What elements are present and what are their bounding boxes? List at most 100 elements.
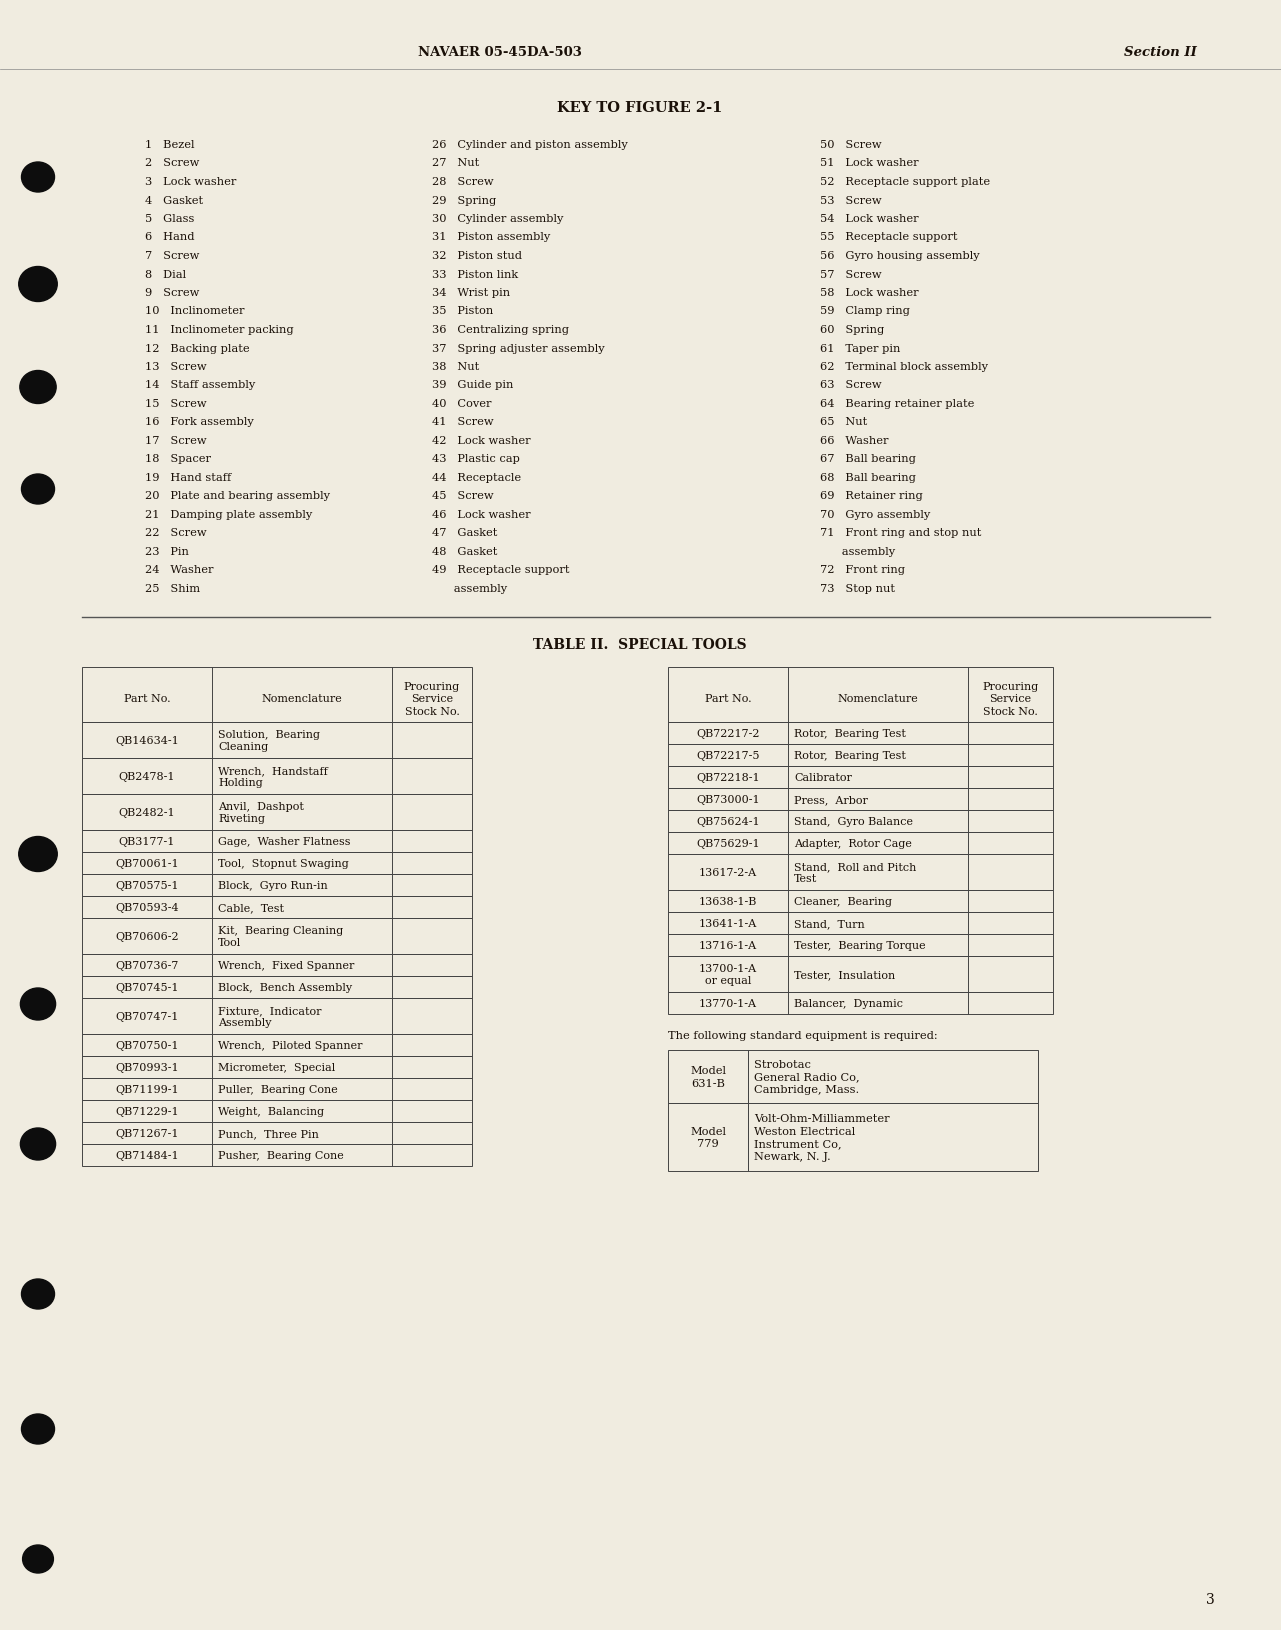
Bar <box>82 1123 471 1144</box>
Bar <box>82 1035 471 1056</box>
Text: 69   Retainer ring: 69 Retainer ring <box>820 491 922 500</box>
Bar <box>82 758 471 794</box>
Text: 13770-1-A: 13770-1-A <box>699 999 757 1009</box>
Text: 19   Hand staff: 19 Hand staff <box>145 473 232 482</box>
Text: 73   Stop nut: 73 Stop nut <box>820 584 895 593</box>
Text: 8   Dial: 8 Dial <box>145 269 186 279</box>
Text: QB3177-1: QB3177-1 <box>119 836 175 846</box>
Text: 30   Cylinder assembly: 30 Cylinder assembly <box>432 214 564 223</box>
Bar <box>82 831 471 852</box>
Ellipse shape <box>22 474 55 505</box>
Text: 13716-1-A: 13716-1-A <box>699 941 757 950</box>
Text: QB70606-2: QB70606-2 <box>115 931 179 942</box>
Bar <box>667 668 1053 722</box>
Text: 28   Screw: 28 Screw <box>432 178 493 187</box>
Text: QB2482-1: QB2482-1 <box>119 807 175 818</box>
Text: 23   Pin: 23 Pin <box>145 546 188 557</box>
Bar <box>82 1100 471 1123</box>
Text: Wrench,  Piloted Spanner: Wrench, Piloted Spanner <box>218 1040 363 1050</box>
Text: 33   Piston link: 33 Piston link <box>432 269 518 279</box>
Text: Nomenclature: Nomenclature <box>838 694 918 704</box>
Text: 68   Ball bearing: 68 Ball bearing <box>820 473 916 482</box>
Text: Rotor,  Bearing Test: Rotor, Bearing Test <box>794 729 906 738</box>
Ellipse shape <box>19 267 58 302</box>
Bar <box>667 934 1053 957</box>
Text: 58   Lock washer: 58 Lock washer <box>820 289 918 298</box>
Text: Adapter,  Rotor Cage: Adapter, Rotor Cage <box>794 838 912 849</box>
Text: Part No.: Part No. <box>705 694 752 704</box>
Text: Stand,  Turn: Stand, Turn <box>794 918 865 929</box>
Text: QB70750-1: QB70750-1 <box>115 1040 179 1050</box>
Text: assembly: assembly <box>432 584 507 593</box>
Text: Block,  Bench Assembly: Block, Bench Assembly <box>218 983 352 993</box>
Text: 37   Spring adjuster assembly: 37 Spring adjuster assembly <box>432 344 605 354</box>
Text: QB70736-7: QB70736-7 <box>115 960 178 970</box>
Text: QB70061-1: QB70061-1 <box>115 859 179 869</box>
Text: Balancer,  Dynamic: Balancer, Dynamic <box>794 999 903 1009</box>
Text: QB71229-1: QB71229-1 <box>115 1107 179 1117</box>
Text: Calibrator: Calibrator <box>794 773 852 782</box>
Text: 13638-1-B: 13638-1-B <box>699 897 757 906</box>
Text: 16   Fork assembly: 16 Fork assembly <box>145 417 254 427</box>
Text: 13700-1-A
or equal: 13700-1-A or equal <box>699 963 757 986</box>
Text: 60   Spring: 60 Spring <box>820 324 884 334</box>
Text: 20   Plate and bearing assembly: 20 Plate and bearing assembly <box>145 491 330 500</box>
Text: 9   Screw: 9 Screw <box>145 289 200 298</box>
Text: Procuring
Service
Stock No.: Procuring Service Stock No. <box>983 681 1039 717</box>
Text: 56   Gyro housing assembly: 56 Gyro housing assembly <box>820 251 980 261</box>
Text: 29   Spring: 29 Spring <box>432 196 496 205</box>
Bar <box>82 722 471 758</box>
Bar <box>82 918 471 955</box>
Text: 1   Bezel: 1 Bezel <box>145 140 195 150</box>
Text: 46   Lock washer: 46 Lock washer <box>432 510 530 520</box>
Text: 57   Screw: 57 Screw <box>820 269 881 279</box>
Text: 34   Wrist pin: 34 Wrist pin <box>432 289 510 298</box>
Text: Strobotac
General Radio Co,
Cambridge, Mass.: Strobotac General Radio Co, Cambridge, M… <box>755 1060 860 1094</box>
Text: QB75624-1: QB75624-1 <box>696 817 760 826</box>
Text: 61   Taper pin: 61 Taper pin <box>820 344 901 354</box>
Text: 4   Gasket: 4 Gasket <box>145 196 204 205</box>
Bar <box>82 999 471 1035</box>
Text: 26   Cylinder and piston assembly: 26 Cylinder and piston assembly <box>432 140 628 150</box>
Text: 51   Lock washer: 51 Lock washer <box>820 158 918 168</box>
Text: 7   Screw: 7 Screw <box>145 251 200 261</box>
Text: 18   Spacer: 18 Spacer <box>145 455 211 465</box>
Text: KEY TO FIGURE 2-1: KEY TO FIGURE 2-1 <box>557 101 722 116</box>
Ellipse shape <box>20 988 55 1020</box>
Text: Tool,  Stopnut Swaging: Tool, Stopnut Swaging <box>218 859 348 869</box>
Text: Nomenclature: Nomenclature <box>261 694 342 704</box>
Text: 39   Guide pin: 39 Guide pin <box>432 380 514 390</box>
Text: Fixture,  Indicator
Assembly: Fixture, Indicator Assembly <box>218 1006 322 1027</box>
Text: QB71267-1: QB71267-1 <box>115 1128 179 1138</box>
Text: Block,  Gyro Run-in: Block, Gyro Run-in <box>218 880 328 890</box>
Text: 25   Shim: 25 Shim <box>145 584 200 593</box>
Text: 64   Bearing retainer plate: 64 Bearing retainer plate <box>820 399 975 409</box>
Text: 55   Receptacle support: 55 Receptacle support <box>820 233 957 243</box>
Ellipse shape <box>22 1415 55 1444</box>
Text: Micrometer,  Special: Micrometer, Special <box>218 1063 336 1073</box>
Text: 6   Hand: 6 Hand <box>145 233 195 243</box>
Text: Gage,  Washer Flatness: Gage, Washer Flatness <box>218 836 351 846</box>
Bar <box>82 668 471 722</box>
Text: QB14634-1: QB14634-1 <box>115 735 179 745</box>
Text: QB72217-2: QB72217-2 <box>697 729 760 738</box>
Bar <box>82 1144 471 1167</box>
Text: 40   Cover: 40 Cover <box>432 399 492 409</box>
Bar <box>748 1050 1038 1104</box>
Text: QB72217-5: QB72217-5 <box>697 750 760 761</box>
Bar <box>667 1104 748 1172</box>
Text: 31   Piston assembly: 31 Piston assembly <box>432 233 551 243</box>
Text: Rotor,  Bearing Test: Rotor, Bearing Test <box>794 750 906 761</box>
Text: Tester,  Bearing Torque: Tester, Bearing Torque <box>794 941 926 950</box>
Bar <box>667 766 1053 789</box>
Bar <box>667 745 1053 766</box>
Text: NAVAER 05-45DA-503: NAVAER 05-45DA-503 <box>418 46 582 59</box>
Text: Section II: Section II <box>1123 46 1196 59</box>
Ellipse shape <box>19 836 58 872</box>
Text: 71   Front ring and stop nut: 71 Front ring and stop nut <box>820 528 981 538</box>
Text: Procuring
Service
Stock No.: Procuring Service Stock No. <box>404 681 460 717</box>
Text: 50   Screw: 50 Screw <box>820 140 881 150</box>
Text: QB70593-4: QB70593-4 <box>115 903 179 913</box>
Bar <box>748 1104 1038 1172</box>
Text: 52   Receptacle support plate: 52 Receptacle support plate <box>820 178 990 187</box>
